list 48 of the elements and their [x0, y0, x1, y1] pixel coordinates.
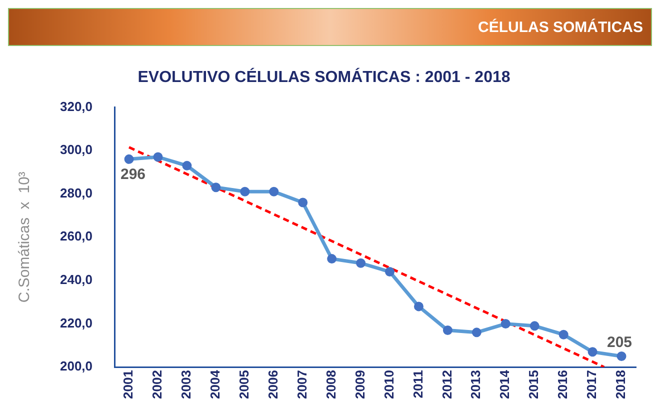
- y-tick-label: 200,0: [60, 358, 93, 374]
- x-tick-label: 2018: [613, 370, 628, 399]
- point: [385, 267, 394, 277]
- x-tick-label: 2008: [323, 370, 338, 399]
- x-tick-label: 2005: [236, 370, 252, 399]
- data-label: 205: [607, 334, 632, 351]
- point: [182, 160, 192, 170]
- data-label: 296: [120, 166, 146, 183]
- point: [327, 254, 337, 264]
- x-tick-label: 2003: [178, 370, 194, 399]
- x-tick-label: 2013: [468, 370, 484, 399]
- chart-subtitle: CÉLULAS SOMÁTICAS: [478, 18, 643, 36]
- y-tick-label: 300,0: [60, 142, 93, 158]
- x-tick-label: 2009: [352, 370, 368, 399]
- x-tick-label: 2004: [208, 369, 223, 399]
- x-tick-label: 2001: [120, 370, 136, 399]
- y-tick-label: 220,0: [60, 315, 93, 330]
- x-tick-label: 2011: [410, 370, 426, 398]
- point: [356, 258, 366, 268]
- y-tick-label: 240,0: [60, 272, 93, 288]
- x-tick-label: 2014: [497, 369, 512, 399]
- point: [269, 186, 279, 196]
- point: [500, 319, 510, 329]
- point: [472, 328, 482, 338]
- x-tick-label: 2017: [584, 370, 600, 399]
- point: [124, 154, 134, 164]
- point: [298, 198, 308, 208]
- point: [530, 321, 540, 331]
- point: [414, 302, 424, 312]
- point: [616, 352, 626, 361]
- x-tick-label: 2006: [265, 370, 280, 399]
- x-tick-label: 2010: [381, 370, 396, 399]
- x-tick-label: 2012: [439, 370, 454, 399]
- y-tick-label: 280,0: [60, 185, 93, 200]
- y-tick-label: 260,0: [60, 228, 93, 244]
- point: [588, 347, 598, 357]
- chart-title: EVOLUTIVO CÉLULAS SOMÁTICAS : 2001 - 2018: [138, 67, 510, 86]
- x-tick-label: 2002: [150, 370, 165, 399]
- point: [153, 152, 163, 162]
- point: [442, 326, 452, 336]
- y-axis-title: C.Somáticas x 10³: [16, 172, 34, 303]
- point: [211, 182, 221, 192]
- x-tick-label: 2015: [526, 370, 542, 399]
- point: [240, 186, 250, 196]
- x-tick-label: 2007: [294, 370, 310, 399]
- point: [558, 330, 568, 340]
- x-tick-label: 2016: [555, 370, 570, 399]
- y-tick-label: 320,0: [60, 98, 93, 114]
